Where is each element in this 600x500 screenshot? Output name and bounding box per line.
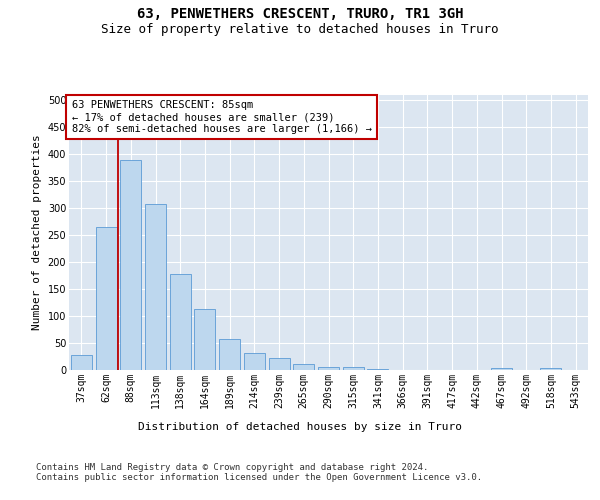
Bar bbox=[145, 204, 166, 370]
Bar bbox=[219, 340, 240, 370]
Bar bbox=[293, 364, 314, 370]
Bar bbox=[343, 368, 364, 370]
Bar bbox=[95, 227, 116, 370]
Bar bbox=[269, 358, 290, 370]
Text: Size of property relative to detached houses in Truro: Size of property relative to detached ho… bbox=[101, 22, 499, 36]
Bar bbox=[318, 367, 339, 370]
Bar bbox=[541, 368, 562, 370]
Bar bbox=[71, 356, 92, 370]
Bar bbox=[120, 160, 141, 370]
Text: Contains HM Land Registry data © Crown copyright and database right 2024.
Contai: Contains HM Land Registry data © Crown c… bbox=[36, 462, 482, 482]
Text: 63 PENWETHERS CRESCENT: 85sqm
← 17% of detached houses are smaller (239)
82% of : 63 PENWETHERS CRESCENT: 85sqm ← 17% of d… bbox=[71, 100, 371, 134]
Bar bbox=[194, 309, 215, 370]
Bar bbox=[244, 352, 265, 370]
Text: Distribution of detached houses by size in Truro: Distribution of detached houses by size … bbox=[138, 422, 462, 432]
Y-axis label: Number of detached properties: Number of detached properties bbox=[32, 134, 42, 330]
Text: 63, PENWETHERS CRESCENT, TRURO, TR1 3GH: 63, PENWETHERS CRESCENT, TRURO, TR1 3GH bbox=[137, 8, 463, 22]
Bar bbox=[491, 368, 512, 370]
Bar bbox=[170, 274, 191, 370]
